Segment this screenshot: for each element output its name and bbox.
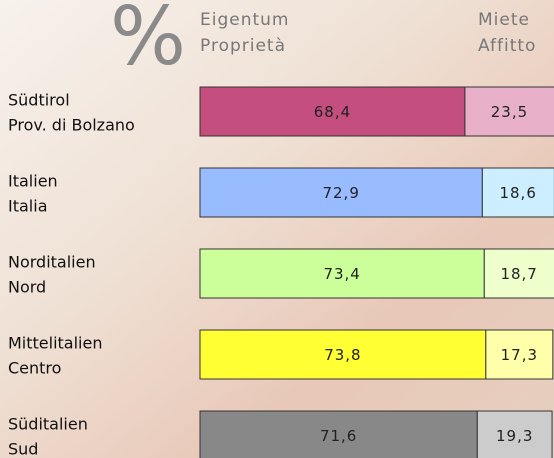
bar-segment (483, 248, 554, 299)
value-label: 17,3 (501, 346, 538, 364)
series-header: Proprietà (200, 36, 286, 56)
bar-segment (481, 167, 554, 218)
series-header: Eigentum (200, 10, 290, 30)
bar-segment (199, 329, 487, 380)
category-label: Süditalien (8, 415, 88, 434)
category-label: Italia (8, 197, 48, 216)
category-label: Südtirol (8, 91, 70, 110)
category-label: Centro (8, 359, 61, 378)
value-label: 23,5 (491, 103, 528, 121)
value-label: 72,9 (322, 184, 359, 202)
value-label: 71,6 (320, 427, 357, 445)
percent-symbol: % (110, 0, 186, 83)
bar-segment (485, 329, 554, 380)
value-label: 73,4 (323, 265, 360, 283)
category-label: Italien (8, 172, 58, 191)
value-label: 18,7 (500, 265, 537, 283)
bar-segment (199, 86, 466, 137)
category-label: Mittelitalien (8, 334, 102, 353)
series-header: Miete (478, 10, 530, 30)
category-label: Norditalien (8, 253, 96, 272)
bar-segment (199, 410, 478, 458)
series-header: Affitto (478, 36, 536, 56)
value-label: 18,6 (499, 184, 536, 202)
category-label: Nord (8, 278, 46, 297)
category-label: Sud (8, 440, 38, 458)
value-label: 19,3 (496, 427, 533, 445)
bar-segment (464, 86, 554, 137)
value-label: 73,8 (324, 346, 361, 364)
category-label: Prov. di Bolzano (8, 116, 135, 135)
bar-segment (476, 410, 553, 458)
bar-segment (199, 167, 483, 218)
value-label: 68,4 (314, 103, 351, 121)
